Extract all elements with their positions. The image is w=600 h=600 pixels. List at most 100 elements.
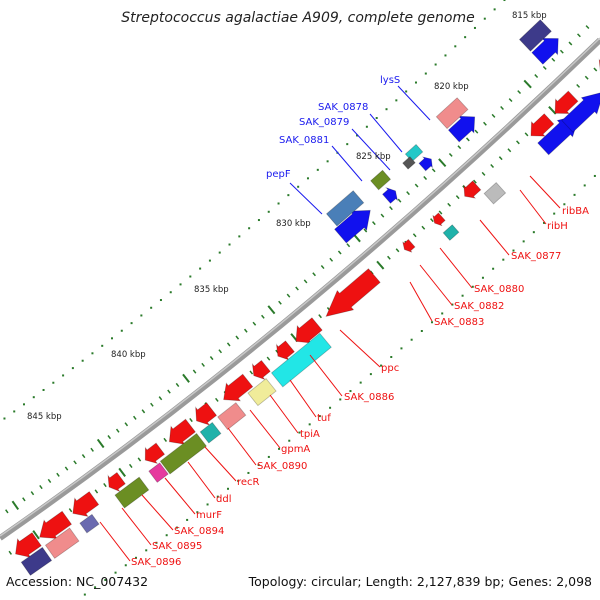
scale-tick	[438, 210, 443, 215]
leader-line	[289, 182, 323, 215]
scale-tick	[406, 191, 410, 196]
leader-line	[419, 264, 453, 306]
guide-dot	[543, 221, 546, 224]
scale-tick	[64, 466, 69, 471]
lower-gene-block	[79, 513, 100, 534]
gene-label-SAK_0895: SAK_0895	[152, 541, 202, 552]
guide-dot	[288, 439, 291, 442]
gene-label-ribH: ribH	[547, 221, 568, 232]
scale-tick	[137, 457, 142, 462]
guide-dot	[385, 108, 388, 111]
guide-dot	[359, 381, 362, 384]
scale-tick	[261, 314, 265, 319]
guide-dot	[150, 306, 153, 309]
scale-tick	[430, 218, 434, 223]
scale-tick	[431, 168, 436, 173]
scale-tick	[346, 243, 351, 248]
scale-tick	[363, 228, 368, 233]
guide-dot	[81, 359, 84, 362]
guide-dot	[277, 202, 280, 205]
forward-gene-block	[531, 37, 559, 65]
guide-dot	[140, 314, 143, 317]
scale-tick	[387, 255, 391, 260]
scale-tick	[498, 156, 503, 161]
leader-line	[99, 521, 131, 562]
guide-dot	[454, 45, 457, 48]
scale-tick	[189, 418, 193, 423]
guide-dot	[405, 90, 408, 93]
gene-label-tuf: tuf	[317, 413, 331, 424]
gene-label-SAK_0882: SAK_0882	[454, 301, 504, 312]
genome-summary-text: Topology: circular; Length: 2,127,839 bp…	[248, 574, 592, 589]
guide-dot	[593, 174, 596, 177]
guide-dot	[52, 381, 55, 384]
scale-tick	[423, 175, 428, 180]
scale-tick	[215, 397, 219, 402]
guide-dot	[248, 227, 251, 230]
guide-dot	[159, 299, 162, 302]
guide-dot	[91, 352, 94, 355]
guide-dot	[199, 267, 202, 270]
tick-label-830: 830 kbp	[276, 219, 311, 229]
forward-gene-block	[370, 169, 392, 191]
scale-tick	[438, 158, 447, 168]
scale-tick	[73, 460, 77, 465]
guide-dot	[101, 344, 104, 347]
guide-dot	[62, 374, 65, 377]
guide-dot	[365, 125, 368, 128]
forward-gene-block	[325, 190, 365, 227]
scale-tick	[96, 438, 105, 449]
lower-gene-block	[159, 432, 207, 475]
scale-tick	[94, 489, 99, 494]
scale-tick	[201, 362, 205, 367]
lower-gene-block	[270, 332, 332, 388]
reverse-gene-block	[223, 373, 254, 402]
tick-label-845: 845 kbp	[27, 412, 62, 422]
reverse-gene-block	[530, 113, 555, 137]
scale-tick	[141, 409, 146, 414]
scale-tick	[508, 98, 513, 103]
guide-dot	[512, 249, 515, 252]
guide-dot	[318, 415, 321, 418]
scale-tick	[266, 356, 271, 361]
guide-dot	[444, 54, 447, 57]
lower-gene-block	[483, 182, 507, 205]
gene-label-SAK_0896: SAK_0896	[131, 557, 181, 568]
gene-label-SAK_0881: SAK_0881	[279, 135, 329, 146]
gene-label-SAK_0880: SAK_0880	[474, 284, 524, 295]
gene-label-recR: recR	[237, 477, 260, 488]
genome-backbone	[0, 37, 600, 541]
guide-dot	[349, 390, 352, 393]
scale-tick	[593, 67, 598, 72]
scale-tick	[295, 286, 299, 291]
leader-line	[339, 329, 381, 368]
scale-tick	[395, 248, 400, 253]
guide-dot	[196, 511, 199, 514]
guide-dot	[208, 259, 211, 262]
forward-gene-block	[402, 156, 416, 170]
scale-tick	[448, 152, 453, 157]
guide-dot	[502, 258, 505, 261]
gene-features	[15, 19, 600, 576]
scale-tick	[473, 179, 477, 184]
guide-dot	[420, 330, 423, 333]
leader-line	[204, 446, 237, 482]
scale-tick	[103, 483, 107, 488]
scale-tick	[209, 356, 214, 361]
reverse-gene-block	[144, 442, 166, 465]
scale-tick	[483, 121, 487, 126]
leader-line	[519, 189, 547, 225]
scale-tick	[39, 485, 43, 490]
scale-tick	[5, 509, 9, 514]
lower-gene-block	[199, 421, 222, 444]
guide-dot	[431, 321, 434, 324]
scale-tick	[81, 454, 86, 459]
guide-dot	[395, 99, 398, 102]
guide-dot	[298, 431, 301, 434]
scale-tick	[455, 195, 460, 200]
leader-line	[289, 379, 317, 418]
scale-tick	[548, 105, 557, 115]
scale-tick	[252, 321, 257, 326]
